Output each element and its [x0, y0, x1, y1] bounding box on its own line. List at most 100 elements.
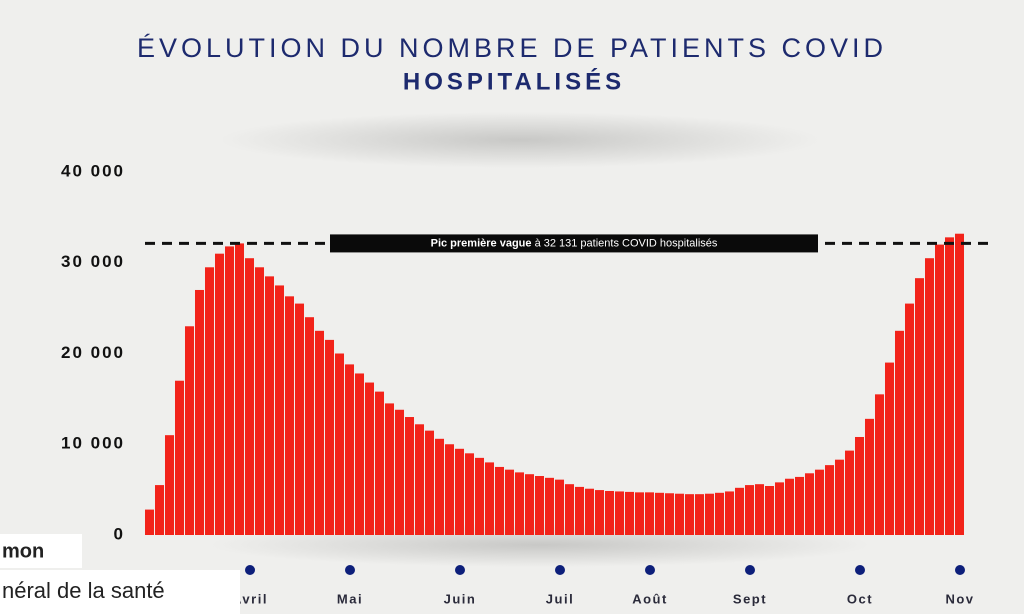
y-tick-label: 0: [114, 524, 125, 543]
bar: [845, 450, 854, 535]
bar: [935, 244, 944, 535]
bar: [585, 488, 594, 535]
chart-title: ÉVOLUTION DU NOMBRE DE PATIENTS COVID: [137, 33, 887, 63]
bar: [155, 485, 164, 535]
bar: [205, 267, 214, 535]
bar: [385, 403, 394, 535]
bar: [595, 490, 604, 535]
bar: [145, 509, 154, 535]
month-dot: [245, 565, 255, 575]
bar: [425, 430, 434, 535]
month-dot: [455, 565, 465, 575]
annotation: Pic première vague à 32 131 patients COV…: [431, 237, 718, 249]
bar: [315, 330, 324, 535]
bar: [835, 459, 844, 535]
bar: [545, 477, 554, 535]
bar: [675, 493, 684, 535]
x-tick-label: Avril: [232, 591, 268, 606]
role-box: [0, 570, 240, 614]
bar: [875, 394, 884, 535]
x-tick-label: Oct: [847, 591, 873, 606]
y-tick-label: 40 000: [61, 161, 125, 180]
bar: [945, 237, 954, 535]
bar: [265, 276, 274, 535]
bar: [625, 491, 634, 535]
person-role: néral de la santé: [2, 578, 165, 603]
lower-third: mon néral de la santé: [0, 534, 240, 614]
bar: [725, 491, 734, 535]
bar: [765, 485, 774, 535]
bar: [795, 476, 804, 535]
month-dot: [955, 565, 965, 575]
bar: [325, 339, 334, 535]
bar: [655, 492, 664, 535]
bar: [775, 482, 784, 535]
bar: [435, 438, 444, 535]
annotation-text: à 32 131 patients COVID hospitalisés: [535, 237, 718, 249]
name-box: [0, 534, 82, 568]
y-tick-label: 30 000: [61, 252, 125, 271]
bar: [275, 285, 284, 535]
bar: [635, 492, 644, 535]
x-tick-label: Nov: [945, 591, 974, 606]
bar: [495, 466, 504, 535]
bar: [805, 473, 814, 535]
month-dot: [555, 565, 565, 575]
bar: [335, 353, 344, 535]
bar: [485, 462, 494, 535]
bar: [885, 362, 894, 535]
month-dot: [345, 565, 355, 575]
bar: [295, 303, 304, 535]
chart-subtitle: HOSPITALISÉS: [403, 67, 625, 95]
x-tick-label: Sept: [733, 591, 767, 606]
annotation-bold: Pic première vague: [431, 237, 532, 249]
bar: [465, 453, 474, 535]
bar: [415, 424, 424, 535]
bar: [915, 278, 924, 535]
bar: [515, 472, 524, 535]
bar: [535, 476, 544, 535]
bar: [955, 233, 964, 535]
bar: [715, 492, 724, 535]
bar: [745, 485, 754, 535]
bar: [665, 493, 674, 535]
bar: [755, 484, 764, 535]
bar: [355, 373, 364, 535]
y-tick-label: 10 000: [61, 434, 125, 453]
bar: [305, 317, 314, 535]
bar: [255, 267, 264, 535]
bar: [785, 478, 794, 535]
person-name: mon: [2, 540, 44, 562]
bar: [925, 258, 934, 535]
month-dot: [745, 565, 755, 575]
bar: [565, 484, 574, 535]
bar: [195, 289, 204, 535]
bar: [605, 490, 614, 535]
x-tick-label: Juil: [546, 591, 574, 606]
bar: [525, 474, 534, 535]
bar: [705, 493, 714, 535]
bar: [405, 417, 414, 535]
bar: [825, 465, 834, 535]
bar: [695, 494, 704, 535]
bar: [615, 491, 624, 535]
x-tick-label: Juin: [444, 591, 477, 606]
bar: [345, 364, 354, 535]
bar: [165, 435, 174, 535]
bar: [365, 382, 374, 535]
x-tick-label: Août: [632, 591, 668, 606]
x-tick-label: Mai: [337, 591, 363, 606]
bar: [455, 448, 464, 535]
bar: [855, 436, 864, 535]
shadow: [220, 112, 820, 168]
month-dot: [645, 565, 655, 575]
bar: [645, 492, 654, 535]
bar: [445, 444, 454, 535]
bar: [735, 487, 744, 535]
bar: [175, 380, 184, 535]
bar: [215, 253, 224, 536]
bar: [245, 258, 254, 535]
bar: [505, 469, 514, 535]
bar: [685, 494, 694, 535]
bar: [395, 409, 404, 535]
